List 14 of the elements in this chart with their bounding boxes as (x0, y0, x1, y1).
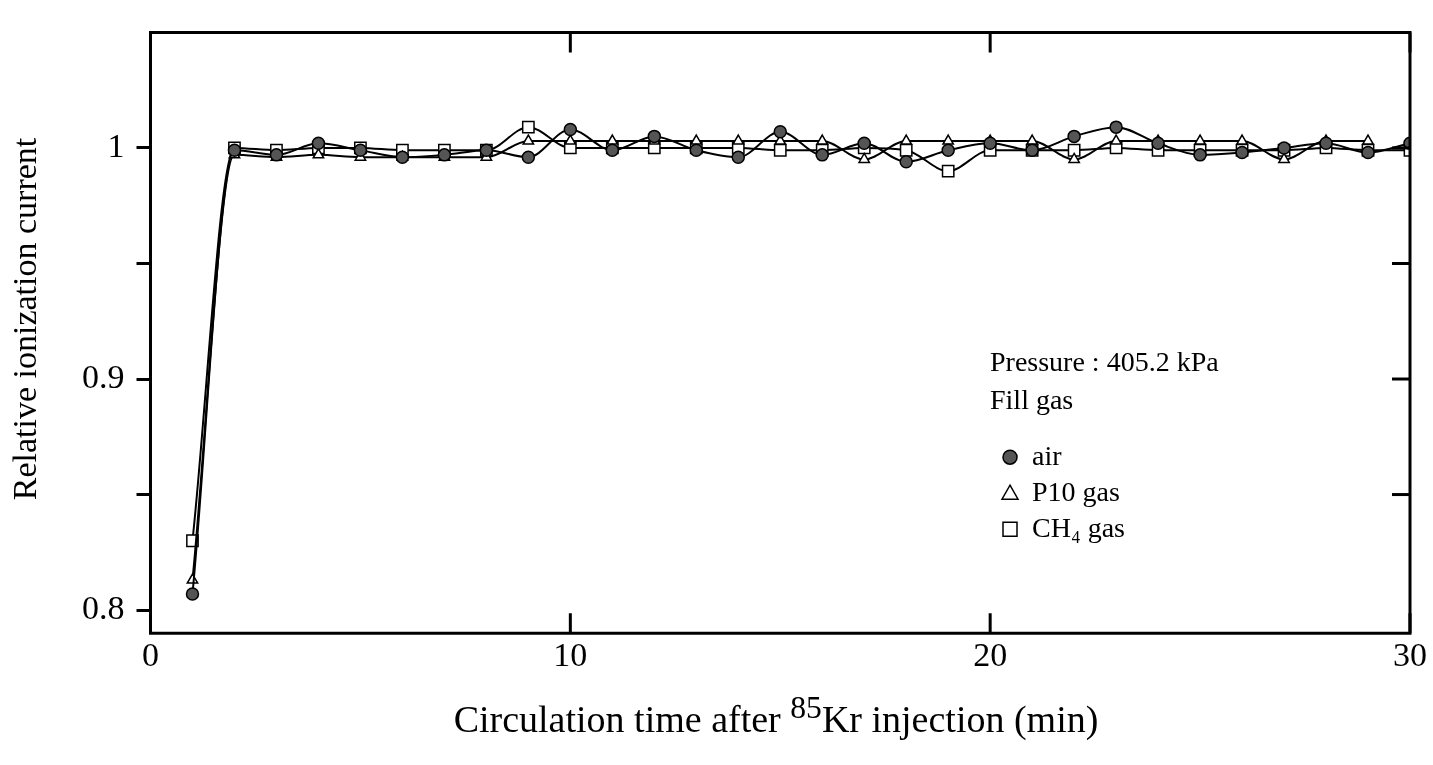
legend-label: P10 gas (1032, 475, 1120, 507)
legend-label: air (1032, 439, 1063, 471)
x-axis-title: Circulation time after $^{85}$Kr injection (min) (452, 690, 1100, 741)
y-axis-title: Relative ionization current (6, 136, 44, 503)
y-tick-label: 0.9 (82, 357, 125, 395)
legend-label: CH₄ gas (1032, 511, 1125, 543)
y-tick-label: 0.8 (82, 589, 125, 627)
x-tick-label: 20 (973, 635, 1008, 673)
x-tick-label: 0 (142, 635, 159, 673)
x-tick-label: 10 (553, 635, 588, 673)
y-tick-label: 1 (107, 126, 125, 164)
annotation: Pressure : 405.2 kPa (990, 345, 1220, 377)
x-tick-label: 30 (1393, 635, 1427, 673)
annotation: Fill gas (990, 383, 1074, 415)
